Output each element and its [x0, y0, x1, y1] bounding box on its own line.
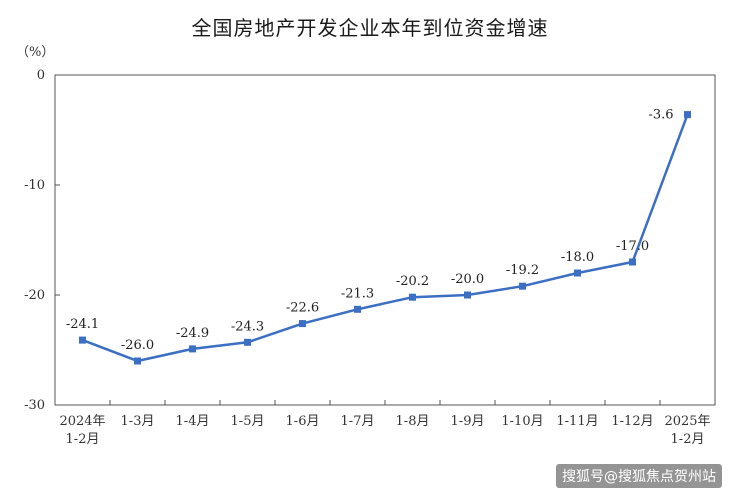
data-point-marker [574, 269, 581, 277]
data-label: -24.1 [66, 317, 99, 332]
x-tick-label: 1-9月 [451, 414, 485, 429]
series-line-path [82, 114, 689, 363]
data-point-marker [79, 336, 86, 344]
data-point-marker [299, 320, 306, 328]
data-point-marker [134, 357, 141, 365]
data-label: -18.0 [561, 250, 594, 265]
x-tick-label: 2024年 [59, 414, 105, 429]
data-label: -24.3 [231, 319, 264, 334]
series-markers [79, 111, 691, 365]
x-tick-label: 1-10月 [501, 414, 543, 429]
x-tick-label: 1-3月 [121, 414, 155, 429]
data-label: -26.0 [121, 338, 154, 353]
y-axis-unit: （%） [16, 45, 54, 60]
data-label: -20.0 [451, 272, 484, 287]
y-tick-label: 0 [37, 68, 45, 83]
x-tick-label: 1-4月 [176, 414, 210, 429]
data-label: -22.6 [286, 301, 319, 316]
x-tick-label: 1-6月 [286, 414, 320, 429]
watermark: 搜狐号@搜狐焦点贺州站 [556, 464, 722, 488]
data-label: -20.2 [396, 274, 429, 289]
data-point-marker [684, 111, 691, 119]
x-tick-label: 2025年 [664, 414, 710, 429]
data-point-marker [629, 258, 636, 266]
data-label: -19.2 [506, 263, 539, 278]
x-tick-label: 1-5月 [231, 414, 265, 429]
data-point-marker [354, 305, 361, 313]
data-point-marker [409, 293, 416, 301]
series-line [82, 114, 689, 363]
x-tick-label: 1-12月 [611, 414, 653, 429]
data-point-marker [464, 291, 471, 299]
chart-title: 全国房地产开发企业本年到位资金增速 [191, 16, 549, 40]
data-label: -17.0 [616, 239, 649, 254]
data-point-marker [519, 282, 526, 290]
data-label: -21.3 [341, 286, 374, 301]
x-tick-label: 1-11月 [556, 414, 598, 429]
x-tick-label: 1-8月 [396, 414, 430, 429]
x-tick-label: 1-2月 [671, 432, 705, 447]
data-point-marker [244, 338, 251, 346]
data-point-marker [189, 345, 196, 353]
y-tick-label: -10 [24, 178, 45, 193]
y-axis-ticks: 0 -10 -20 -30 [24, 68, 60, 413]
y-tick-label: -30 [24, 398, 45, 413]
y-tick-label: -20 [24, 288, 45, 303]
x-tick-label: 1-2月 [66, 432, 100, 447]
data-label: -24.9 [176, 326, 209, 341]
x-axis-ticks: 2024年 1-2月 1-3月 1-4月 1-5月 1-6月 1-7月 1-8月 1-9月 1-1… [54, 400, 716, 447]
data-labels: -24.1 -26.0 -24.9 -24.3 -22.6 -21.3 -20.2 -20.0… [66, 108, 674, 353]
data-label: -3.6 [648, 108, 673, 123]
x-tick-label: 1-7月 [341, 414, 375, 429]
